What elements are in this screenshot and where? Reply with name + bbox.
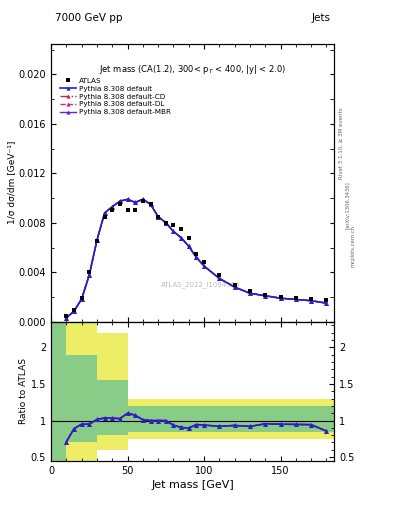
Text: [arXiv:1306.3436]: [arXiv:1306.3436]	[345, 181, 350, 229]
Text: ATLAS_2012_I1094564: ATLAS_2012_I1094564	[161, 282, 241, 288]
Legend: ATLAS, Pythia 8.308 default, Pythia 8.308 default-CD, Pythia 8.308 default-DL, P: ATLAS, Pythia 8.308 default, Pythia 8.30…	[57, 75, 174, 118]
Y-axis label: 1/σ dσ/dm [GeV⁻¹]: 1/σ dσ/dm [GeV⁻¹]	[7, 141, 16, 224]
Y-axis label: Ratio to ATLAS: Ratio to ATLAS	[19, 358, 28, 424]
Text: Jet mass (CA(1.2), 300< p$_T$ < 400, |y| < 2.0): Jet mass (CA(1.2), 300< p$_T$ < 400, |y|…	[99, 63, 286, 76]
Text: mcplots.cern.ch: mcplots.cern.ch	[351, 225, 356, 267]
Text: Jets: Jets	[311, 13, 330, 23]
Text: Rivet 3.1.10, ≥ 3M events: Rivet 3.1.10, ≥ 3M events	[339, 108, 344, 179]
Text: 7000 GeV pp: 7000 GeV pp	[55, 13, 123, 23]
X-axis label: Jet mass [GeV]: Jet mass [GeV]	[151, 480, 234, 490]
